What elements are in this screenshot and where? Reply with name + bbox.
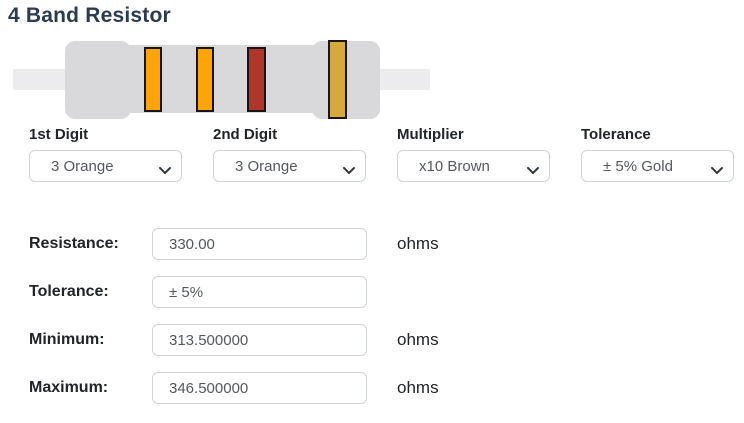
band-2nd-digit <box>196 47 214 112</box>
selector-group-tolerance: Tolerance ± 5% Gold <box>581 127 734 182</box>
minimum-unit-label: ohms <box>397 330 439 349</box>
chevron-down-icon <box>159 162 171 174</box>
minimum-input[interactable] <box>152 324 367 356</box>
minimum-label: Minimum: <box>29 331 105 348</box>
maximum-input[interactable] <box>152 372 367 404</box>
select-2nd-digit-value: 3 Orange <box>235 157 298 175</box>
chevron-down-icon <box>527 162 539 174</box>
select-1st-digit[interactable]: 3 Orange <box>29 150 182 182</box>
selector-group-1st-digit: 1st Digit 3 Orange <box>29 127 182 182</box>
page-title: 4 Band Resistor <box>8 4 171 27</box>
band-1st-digit <box>144 47 162 112</box>
resistance-input[interactable] <box>152 228 367 260</box>
selector-group-2nd-digit: 2nd Digit 3 Orange <box>213 127 366 182</box>
select-tolerance[interactable]: ± 5% Gold <box>581 150 734 182</box>
tolerance-label: Tolerance: <box>29 283 109 300</box>
resistance-unit-label: ohms <box>397 234 439 253</box>
select-2nd-digit[interactable]: 3 Orange <box>213 150 366 182</box>
band-multiplier <box>247 47 266 112</box>
selector-label-1st-digit: 1st Digit <box>29 126 89 143</box>
select-multiplier[interactable]: x10 Brown <box>397 150 550 182</box>
selector-label-multiplier: Multiplier <box>397 126 464 143</box>
result-row-resistance: Resistance: ohms <box>29 228 439 260</box>
select-tolerance-value: ± 5% Gold <box>603 157 673 175</box>
tolerance-input[interactable] <box>152 276 367 308</box>
select-multiplier-value: x10 Brown <box>419 157 490 175</box>
band-tolerance <box>328 40 347 119</box>
resistor-graphic <box>0 0 744 130</box>
selector-label-tolerance: Tolerance <box>581 126 651 143</box>
resistance-label: Resistance: <box>29 235 119 252</box>
selector-label-2nd-digit: 2nd Digit <box>213 126 278 143</box>
chevron-down-icon <box>343 162 355 174</box>
result-row-tolerance: Tolerance: <box>29 276 397 308</box>
result-row-maximum: Maximum: ohms <box>29 372 439 404</box>
maximum-unit-label: ohms <box>397 378 439 397</box>
result-row-minimum: Minimum: ohms <box>29 324 439 356</box>
selector-group-multiplier: Multiplier x10 Brown <box>397 127 550 182</box>
maximum-label: Maximum: <box>29 379 109 396</box>
chevron-down-icon <box>711 162 723 174</box>
select-1st-digit-value: 3 Orange <box>51 157 114 175</box>
